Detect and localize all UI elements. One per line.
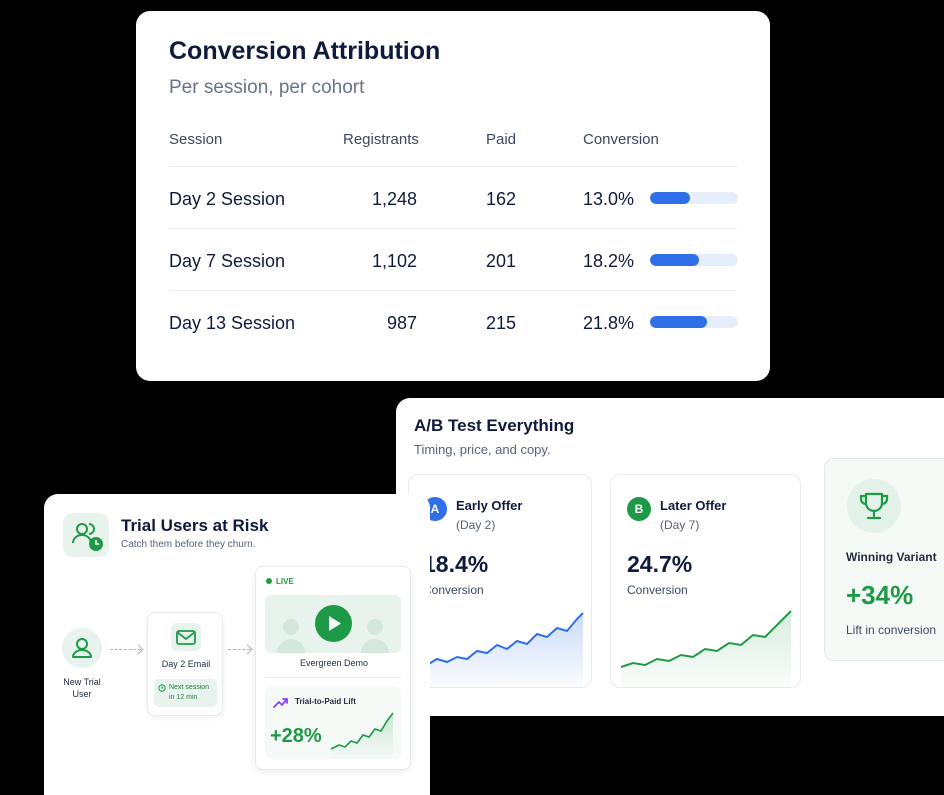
divider: [265, 677, 401, 678]
users-clock-icon: [63, 513, 109, 557]
conversion-cell: 13.0%: [583, 189, 635, 209]
paid-cell: 162: [486, 189, 517, 209]
clock-icon: [158, 684, 166, 692]
conversion-bar: [650, 254, 738, 266]
column-header-registrants: Registrants: [343, 131, 419, 148]
live-indicator: LIVE: [266, 577, 294, 586]
day-2-email-label: Day 2 Email: [161, 659, 211, 669]
conversion-bar-fill: [650, 192, 691, 204]
registrants-cell: 1,248: [371, 189, 417, 209]
paid-cell: 215: [486, 313, 517, 333]
conversion-bar: [650, 316, 738, 328]
session-cell: Day 13 Session: [169, 313, 296, 333]
ab-test-title: A/B Test Everything: [414, 416, 575, 435]
mail-icon: [171, 623, 201, 651]
variant-b-card: B Later Offer (Day 7) 24.7% Conversion: [610, 474, 801, 688]
table-row: Day 7 Session 1,102 201 18.2%: [169, 228, 738, 290]
registrants-cell: 1,102: [371, 251, 417, 271]
table-row: Day 2 Session 1,248 162 13.0%: [169, 166, 738, 228]
winning-variant-card: Winning Variant +34% Lift in conversion: [824, 458, 944, 661]
conversion-bar-fill: [650, 316, 708, 328]
variant-b-percent: 24.7%: [627, 551, 693, 577]
user-icon: [62, 628, 102, 668]
variant-b-trend-chart: [620, 610, 792, 687]
next-session-text: Next session in 12 min: [169, 684, 210, 701]
trial-users-at-risk-card: Trial Users at Risk Catch them before th…: [44, 494, 430, 795]
ab-test-subtitle: Timing, price, and copy.: [414, 442, 551, 457]
conversion-bar: [650, 192, 738, 204]
next-session-pill: Next session in 12 min: [154, 679, 217, 707]
conversion-attribution-card: Conversion Attribution Per session, per …: [136, 11, 770, 381]
risk-title: Trial Users at Risk: [121, 516, 269, 535]
column-header-paid: Paid: [486, 131, 517, 148]
table-row: Day 13 Session 987 215 21.8%: [169, 290, 738, 352]
variant-a-percent: 18.4%: [423, 551, 489, 577]
winning-lift-percent: +34%: [846, 580, 914, 610]
evergreen-demo-label: Evergreen Demo: [299, 658, 369, 668]
conversion-cell: 18.2%: [583, 251, 635, 271]
session-cell: Day 7 Session: [169, 251, 286, 271]
variant-b-sub: (Day 7): [660, 518, 700, 532]
registrants-cell: 987: [386, 313, 417, 333]
variant-a-card: A Early Offer (Day 2) 18.4% Conversion: [408, 474, 592, 688]
ab-test-card: A/B Test Everything Timing, price, and c…: [396, 398, 944, 716]
trophy-icon: [847, 479, 901, 533]
variant-a-sub: (Day 2): [456, 518, 496, 532]
lift-sparkline: [330, 712, 394, 755]
attribution-subtitle: Per session, per cohort: [169, 77, 365, 98]
attribution-title: Conversion Attribution: [169, 37, 441, 65]
play-icon[interactable]: [315, 605, 352, 642]
trial-to-paid-lift-title: Trial-to-Paid Lift: [295, 697, 356, 706]
flow-arrow: [228, 649, 250, 650]
winning-variant-label: Winning Variant: [846, 550, 937, 564]
variant-b-badge: B: [627, 497, 651, 521]
flow-arrow: [110, 649, 141, 650]
conversion-cell: 21.8%: [583, 313, 635, 333]
variant-b-label: Conversion: [627, 583, 688, 597]
new-trial-user-label: New Trial User: [63, 677, 101, 699]
paid-cell: 201: [486, 251, 517, 271]
variant-b-name: Later Offer: [660, 498, 727, 513]
variant-a-trend-chart: [426, 612, 584, 687]
day-2-email-node: Day 2 Email Next session in 12 min: [147, 612, 223, 716]
column-header-conversion: Conversion: [583, 131, 659, 148]
column-header-session: Session: [169, 131, 223, 148]
winning-lift-label: Lift in conversion: [846, 623, 937, 637]
variant-a-label: Conversion: [423, 583, 484, 597]
session-cell: Day 2 Session: [169, 189, 286, 209]
conversion-bar-fill: [650, 254, 700, 266]
trial-to-paid-lift-panel: Trial-to-Paid Lift +28%: [265, 687, 401, 759]
trending-up-icon: [273, 698, 288, 708]
risk-subtitle: Catch them before they churn.: [121, 539, 256, 550]
evergreen-demo-node: LIVE Evergreen Demo Trial-to-Paid Lift +…: [255, 566, 411, 770]
trial-to-paid-lift-percent: +28%: [270, 725, 322, 747]
variant-a-name: Early Offer: [456, 498, 523, 513]
